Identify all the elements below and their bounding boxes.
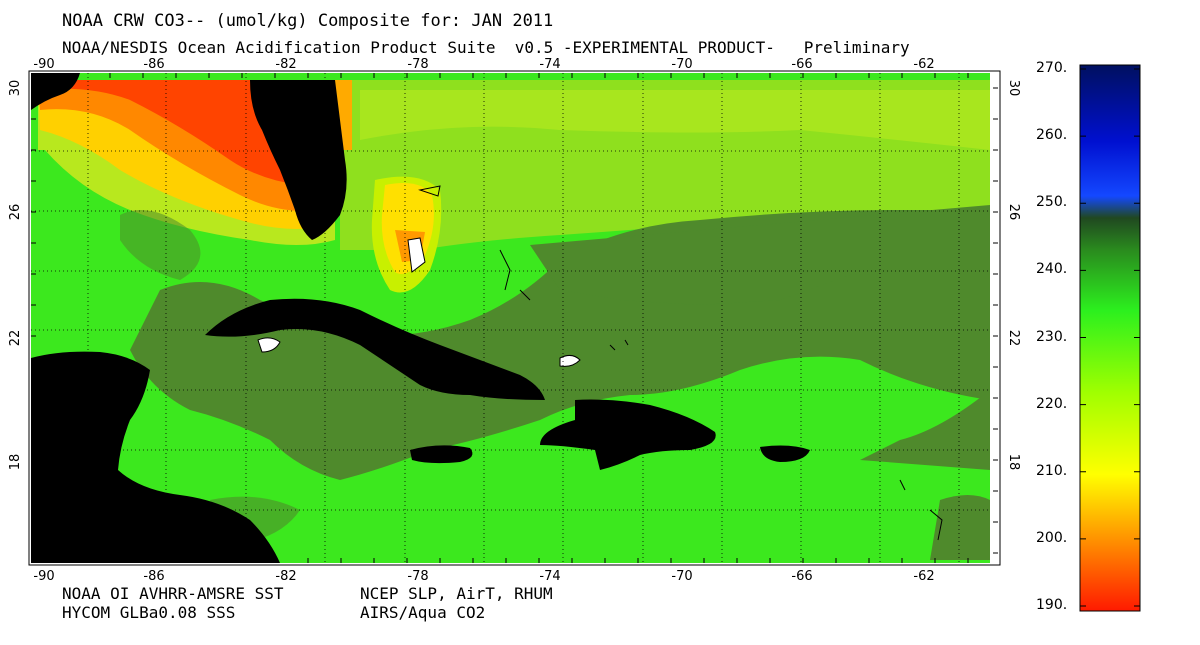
lon-label-bottom: -62: [913, 569, 934, 584]
lon-label-bottom: -70: [671, 569, 692, 584]
colorbar-label: 230.: [1036, 328, 1068, 345]
lat-label-right: 22: [1006, 330, 1021, 347]
lat-label-right: 18: [1006, 454, 1021, 471]
lat-label-right: 26: [1006, 204, 1021, 221]
lat-label-left: 30: [8, 80, 23, 97]
lon-label-bottom: -82: [275, 569, 296, 584]
colorbar-label: 260.: [1036, 127, 1068, 144]
data-field: [31, 73, 998, 563]
map-title: NOAA CRW CO3-- (umol/kg) Composite for: …: [62, 11, 554, 31]
lat-label-right: 30: [1006, 80, 1021, 97]
map-subtitle: NOAA/NESDIS Ocean Acidification Product …: [62, 38, 910, 57]
lon-label-top: -74: [539, 57, 560, 72]
source-sst: NOAA OI AVHRR-AMSRE SST: [62, 584, 284, 603]
colorbar-label: 250.: [1036, 194, 1068, 211]
lat-label-left: 26: [8, 204, 23, 221]
lon-label-top: -62: [913, 57, 934, 72]
lon-label-bottom: -86: [143, 569, 164, 584]
lon-label-top: -82: [275, 57, 296, 72]
colorbar-label: 210.: [1036, 462, 1068, 479]
lon-label-bottom: -74: [539, 569, 560, 584]
colorbar-label: 190.: [1036, 597, 1068, 613]
lon-label-top: -66: [791, 57, 812, 72]
lon-label-top: -78: [407, 57, 428, 72]
colorbar-label: 240.: [1036, 261, 1068, 278]
colorbar: [1079, 64, 1141, 612]
lon-label-top: -90: [33, 57, 54, 72]
colorbar-label: 200.: [1036, 529, 1068, 546]
source-co2: AIRS/Aqua CO2: [360, 603, 486, 622]
colorbar-label: 270.: [1036, 60, 1068, 76]
colorbar-label: 220.: [1036, 395, 1068, 412]
lon-label-top: -70: [671, 57, 692, 72]
source-met: NCEP SLP, AirT, RHUM: [360, 584, 553, 603]
lat-label-left: 18: [8, 454, 23, 471]
lon-label-bottom: -90: [33, 569, 54, 584]
source-sss: HYCOM GLBa0.08 SSS: [62, 603, 236, 622]
lon-label-bottom: -78: [407, 569, 428, 584]
lat-label-left: 22: [8, 330, 23, 347]
lon-label-top: -86: [143, 57, 164, 72]
lon-label-bottom: -66: [791, 569, 812, 584]
graticule: [31, 73, 998, 563]
